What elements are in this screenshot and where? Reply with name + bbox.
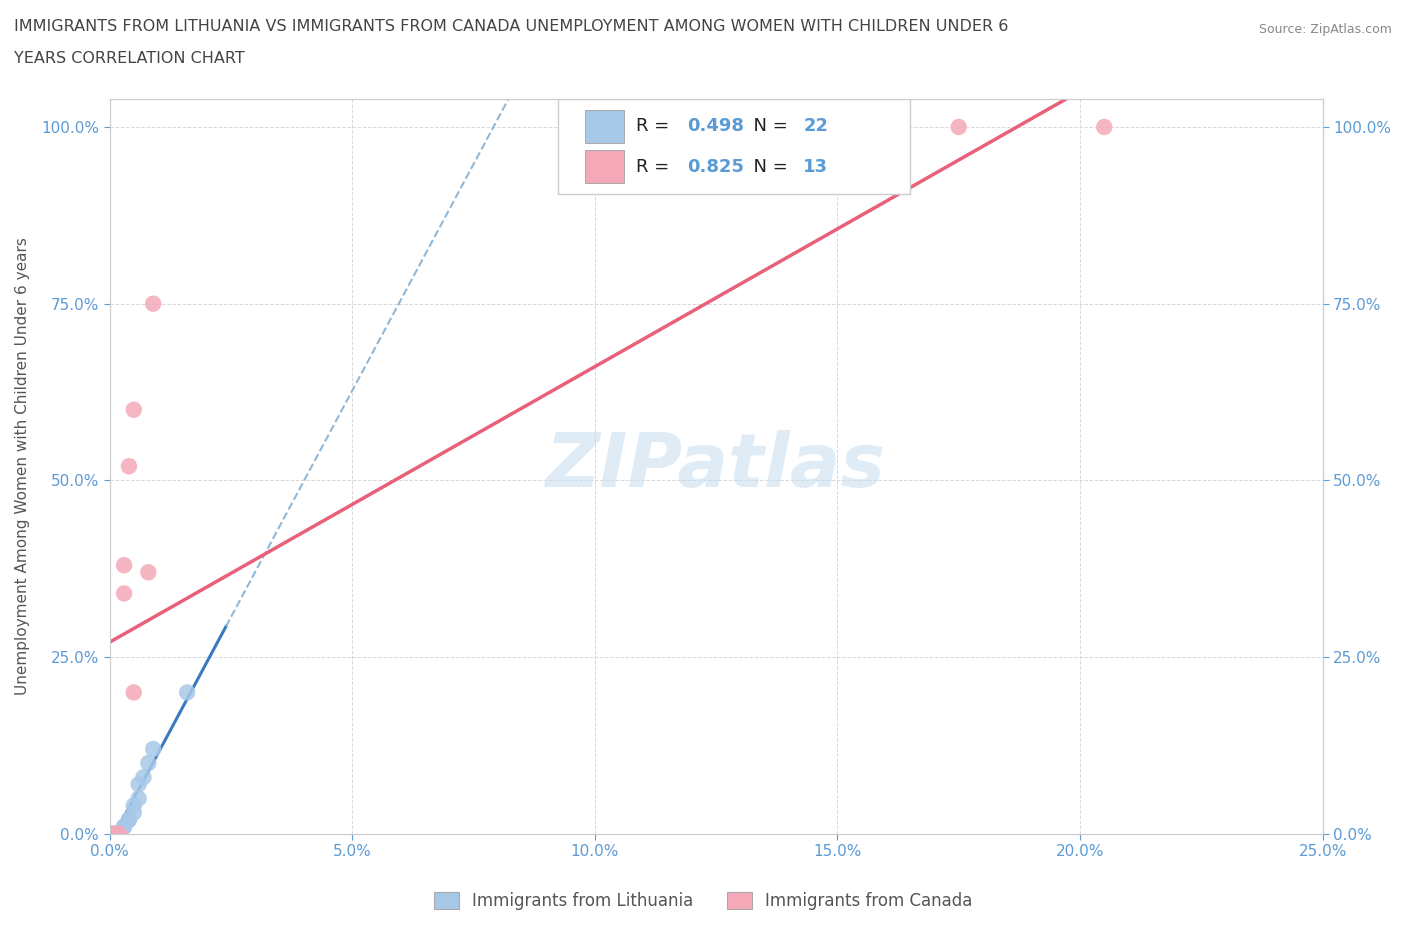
Point [112,819,135,834]
Text: Source: ZipAtlas.com: Source: ZipAtlas.com [1258,23,1392,36]
Point [112,558,135,573]
Point [98,827,121,842]
Point [103,827,125,842]
Point [103,827,125,842]
Text: 22: 22 [803,117,828,135]
Point [108,827,131,842]
Text: N =: N = [741,158,793,176]
Point [108,827,131,842]
Point [132,770,155,785]
Text: IMMIGRANTS FROM LITHUANIA VS IMMIGRANTS FROM CANADA UNEMPLOYMENT AMONG WOMEN WIT: IMMIGRANTS FROM LITHUANIA VS IMMIGRANTS … [14,19,1008,33]
Point [103,827,125,842]
Point [948,120,970,135]
Point [112,586,135,601]
Point [122,403,145,418]
FancyBboxPatch shape [585,110,624,143]
Point [98,827,121,842]
Point [138,565,160,579]
Point [142,297,165,312]
Point [103,827,125,842]
Point [112,819,135,834]
Point [1092,120,1115,135]
Point [118,812,141,827]
Text: R =: R = [636,158,675,176]
Text: 13: 13 [803,158,828,176]
Point [98,827,121,842]
Text: ZIPatlas: ZIPatlas [546,430,886,503]
Point [108,827,131,842]
Text: YEARS CORRELATION CHART: YEARS CORRELATION CHART [14,51,245,66]
Point [98,827,121,842]
Point [118,812,141,827]
Text: N =: N = [741,117,793,135]
Point [122,798,145,813]
Point [142,741,165,756]
Point [176,685,198,700]
Point [138,756,160,771]
FancyBboxPatch shape [558,99,910,194]
Point [98,827,121,842]
Legend: Immigrants from Lithuania, Immigrants from Canada: Immigrants from Lithuania, Immigrants fr… [427,885,979,917]
Point [128,777,150,791]
Point [122,685,145,700]
Point [128,791,150,806]
Point [98,827,121,842]
Point [122,805,145,820]
Y-axis label: Unemployment Among Women with Children Under 6 years: Unemployment Among Women with Children U… [15,237,30,696]
Text: 0.498: 0.498 [688,117,744,135]
Point [118,458,141,473]
FancyBboxPatch shape [585,150,624,183]
Text: 0.825: 0.825 [688,158,744,176]
Point [98,827,121,842]
Text: R =: R = [636,117,675,135]
